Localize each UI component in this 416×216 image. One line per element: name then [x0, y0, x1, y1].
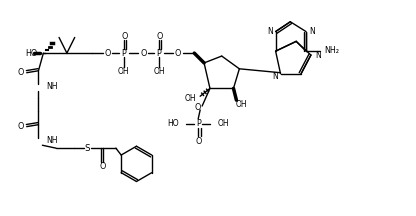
Text: OH: OH	[118, 67, 129, 76]
Text: OH: OH	[185, 94, 196, 103]
Text: O: O	[100, 162, 106, 171]
Text: N: N	[272, 72, 277, 81]
Text: O: O	[157, 32, 163, 41]
Text: P: P	[196, 119, 201, 128]
Text: HO: HO	[167, 119, 178, 128]
Text: O: O	[194, 103, 201, 111]
Text: OH: OH	[235, 100, 247, 109]
Text: O: O	[121, 32, 128, 41]
Text: NH: NH	[46, 136, 58, 145]
Text: OH: OH	[153, 67, 165, 76]
Text: O: O	[105, 49, 111, 58]
Text: N: N	[315, 51, 321, 60]
Text: HO: HO	[26, 49, 38, 58]
Text: O: O	[17, 68, 24, 77]
Text: O: O	[174, 49, 181, 58]
Text: N: N	[309, 27, 315, 36]
Text: N: N	[267, 27, 272, 36]
Text: S: S	[85, 144, 90, 153]
Text: P: P	[121, 49, 126, 58]
Text: P: P	[157, 49, 161, 58]
Text: O: O	[196, 137, 202, 146]
Text: NH: NH	[46, 82, 58, 91]
Text: OH: OH	[218, 119, 230, 128]
Text: O: O	[140, 49, 146, 58]
Text: NH₂: NH₂	[324, 46, 339, 55]
Text: O: O	[17, 122, 24, 131]
